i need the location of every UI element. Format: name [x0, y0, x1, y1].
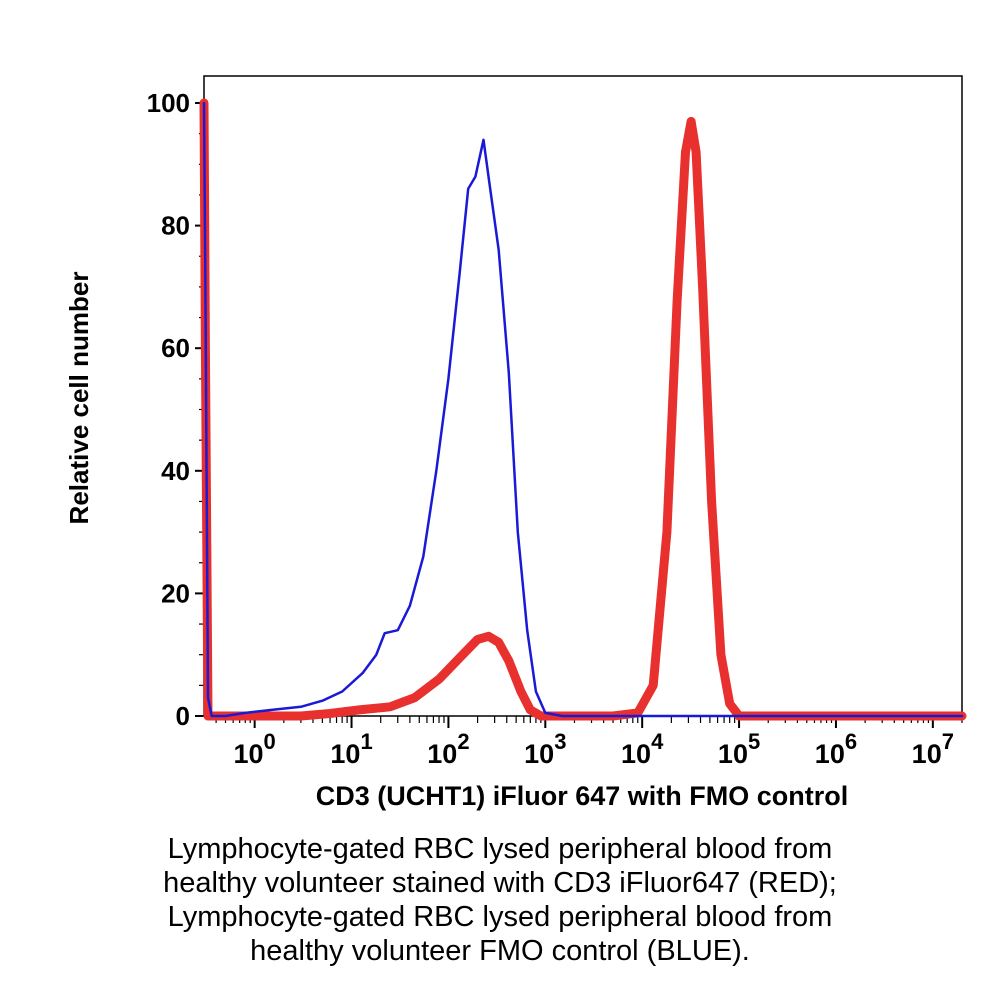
y-tick-label: 40 — [161, 456, 190, 486]
caption-line: healthy volunteer stained with CD3 iFluo… — [163, 867, 837, 899]
caption-line: healthy volunteer FMO control (BLUE). — [250, 935, 750, 967]
fmo-control-curve — [202, 101, 964, 718]
x-tick-label: 102 — [427, 729, 469, 769]
x-tick-label: 107 — [912, 729, 954, 769]
x-tick-label: 105 — [718, 729, 760, 769]
caption-line: Lymphocyte-gated RBC lysed peripheral bl… — [167, 901, 833, 933]
y-tick-label: 100 — [147, 88, 190, 118]
y-tick-label: 80 — [161, 211, 190, 241]
x-tick-label: 101 — [330, 729, 372, 769]
y-tick-label: 20 — [161, 578, 190, 608]
x-tick-label: 100 — [234, 729, 276, 769]
x-axis-label: CD3 (UCHT1) iFluor 647 with FMO control — [316, 781, 849, 811]
y-tick-label: 0 — [176, 701, 190, 731]
y-tick-label: 60 — [161, 333, 190, 363]
x-tick-label: 104 — [621, 729, 664, 769]
x-tick-label: 106 — [815, 729, 857, 769]
y-axis-label: Relative cell number — [64, 272, 94, 525]
figure-caption: Lymphocyte-gated RBC lysed peripheral bl… — [0, 832, 1000, 968]
plot-frame — [203, 75, 963, 717]
cd3-stained-curve — [199, 98, 967, 721]
caption-line: Lymphocyte-gated RBC lysed peripheral bl… — [167, 833, 833, 865]
x-tick-label: 103 — [524, 729, 566, 769]
